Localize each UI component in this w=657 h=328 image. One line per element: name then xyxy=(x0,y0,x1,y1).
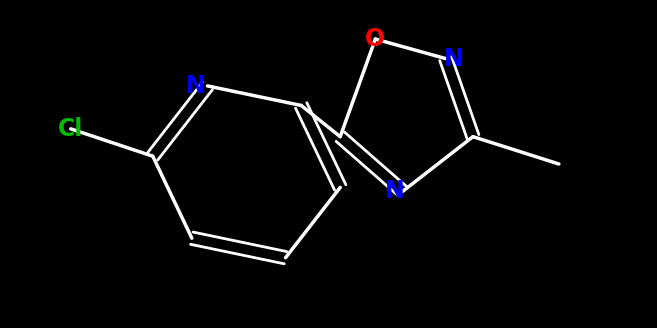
Text: O: O xyxy=(365,27,386,51)
Text: N: N xyxy=(186,74,206,98)
Text: N: N xyxy=(443,47,463,71)
Text: Cl: Cl xyxy=(58,117,83,141)
Text: N: N xyxy=(385,179,405,203)
